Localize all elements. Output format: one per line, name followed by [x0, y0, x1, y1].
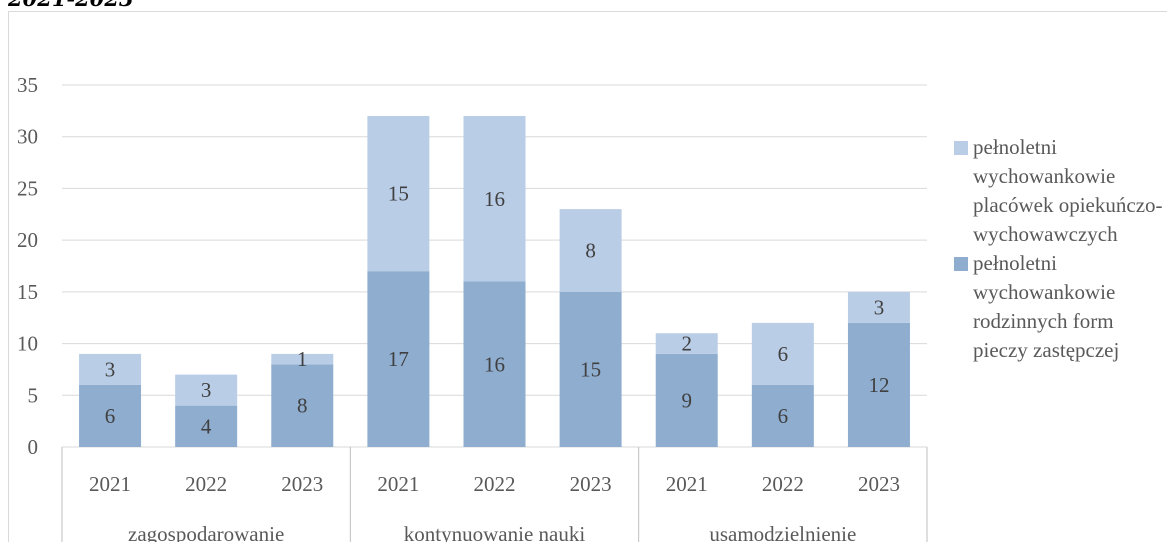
data-label-rodzinne: 8 — [297, 394, 308, 418]
legend-swatch-placowki — [954, 141, 968, 155]
y-tick-label: 15 — [17, 280, 38, 304]
x-group-label: zagospodarowanie — [128, 522, 284, 542]
y-tick-label: 5 — [28, 383, 39, 407]
data-label-rodzinne: 6 — [105, 404, 116, 428]
data-label-placowki: 6 — [778, 342, 789, 366]
y-tick-label: 20 — [17, 228, 38, 252]
bar-placowki — [367, 116, 430, 272]
data-label-rodzinne: 12 — [868, 373, 889, 397]
bar-rodzinne — [367, 271, 430, 447]
data-label-placowki: 3 — [201, 378, 212, 402]
data-label-rodzinne: 16 — [484, 352, 505, 376]
bar-placowki — [559, 209, 622, 292]
data-label-placowki: 2 — [681, 332, 692, 356]
legend-item-placowki: pełnoletni wychowankowie placówek opieku… — [952, 133, 1164, 249]
data-label-placowki: 15 — [388, 182, 409, 206]
chart-frame — [8, 11, 1167, 542]
bar-placowki — [79, 353, 142, 385]
x-tick-label: 2021 — [666, 472, 708, 496]
data-label-rodzinne: 9 — [681, 388, 692, 412]
y-tick-label: 30 — [17, 125, 38, 149]
x-tick-label: 2021 — [377, 472, 419, 496]
x-group-label: kontynuowanie nauki — [404, 522, 586, 542]
data-label-placowki: 1 — [297, 347, 308, 371]
data-label-rodzinne: 17 — [388, 347, 409, 371]
x-tick-label: 2023 — [570, 472, 612, 496]
y-tick-label: 35 — [17, 73, 38, 97]
chart-legend: pełnoletni wychowankowie placówek opieku… — [952, 133, 1164, 365]
bar-placowki — [271, 353, 334, 365]
data-label-rodzinne: 6 — [778, 404, 789, 428]
x-tick-label: 2022 — [762, 472, 804, 496]
bar-rodzinne — [175, 405, 238, 447]
bar-rodzinne — [655, 353, 718, 447]
bar-rodzinne — [847, 322, 910, 447]
bar-rodzinne — [271, 364, 334, 447]
y-tick-label: 10 — [17, 332, 38, 356]
bar-rodzinne — [559, 291, 622, 447]
data-label-placowki: 3 — [105, 357, 116, 381]
bar-placowki — [847, 291, 910, 323]
x-tick-label: 2021 — [89, 472, 131, 496]
y-tick-label: 0 — [28, 435, 39, 459]
x-tick-label: 2023 — [281, 472, 323, 496]
x-group-label: usamodzielnienie — [709, 522, 856, 542]
legend-swatch-rodzinne — [954, 257, 968, 271]
bar-rodzinne — [751, 384, 814, 447]
bar-placowki — [463, 116, 526, 282]
bar-placowki — [175, 374, 238, 406]
legend-label-placowki: pełnoletni wychowankowie placówek opieku… — [973, 135, 1163, 246]
data-label-rodzinne: 15 — [580, 357, 601, 381]
x-tick-label: 2023 — [858, 472, 900, 496]
data-label-rodzinne: 4 — [201, 414, 212, 438]
x-tick-label: 2022 — [474, 472, 516, 496]
bar-rodzinne — [79, 384, 142, 447]
chart-caption: 2021-2023 — [8, 0, 134, 10]
bar-placowki — [655, 333, 718, 354]
x-tick-label: 2022 — [185, 472, 227, 496]
legend-item-rodzinne: pełnoletni wychowankowie rodzinnych form… — [952, 249, 1164, 365]
bar-rodzinne — [463, 281, 526, 447]
bar-placowki — [751, 322, 814, 385]
data-label-placowki: 3 — [874, 295, 885, 319]
y-tick-label: 25 — [17, 176, 38, 200]
data-label-placowki: 8 — [585, 238, 596, 262]
data-label-placowki: 16 — [484, 187, 505, 211]
legend-label-rodzinne: pełnoletni wychowankowie rodzinnych form… — [973, 251, 1120, 362]
